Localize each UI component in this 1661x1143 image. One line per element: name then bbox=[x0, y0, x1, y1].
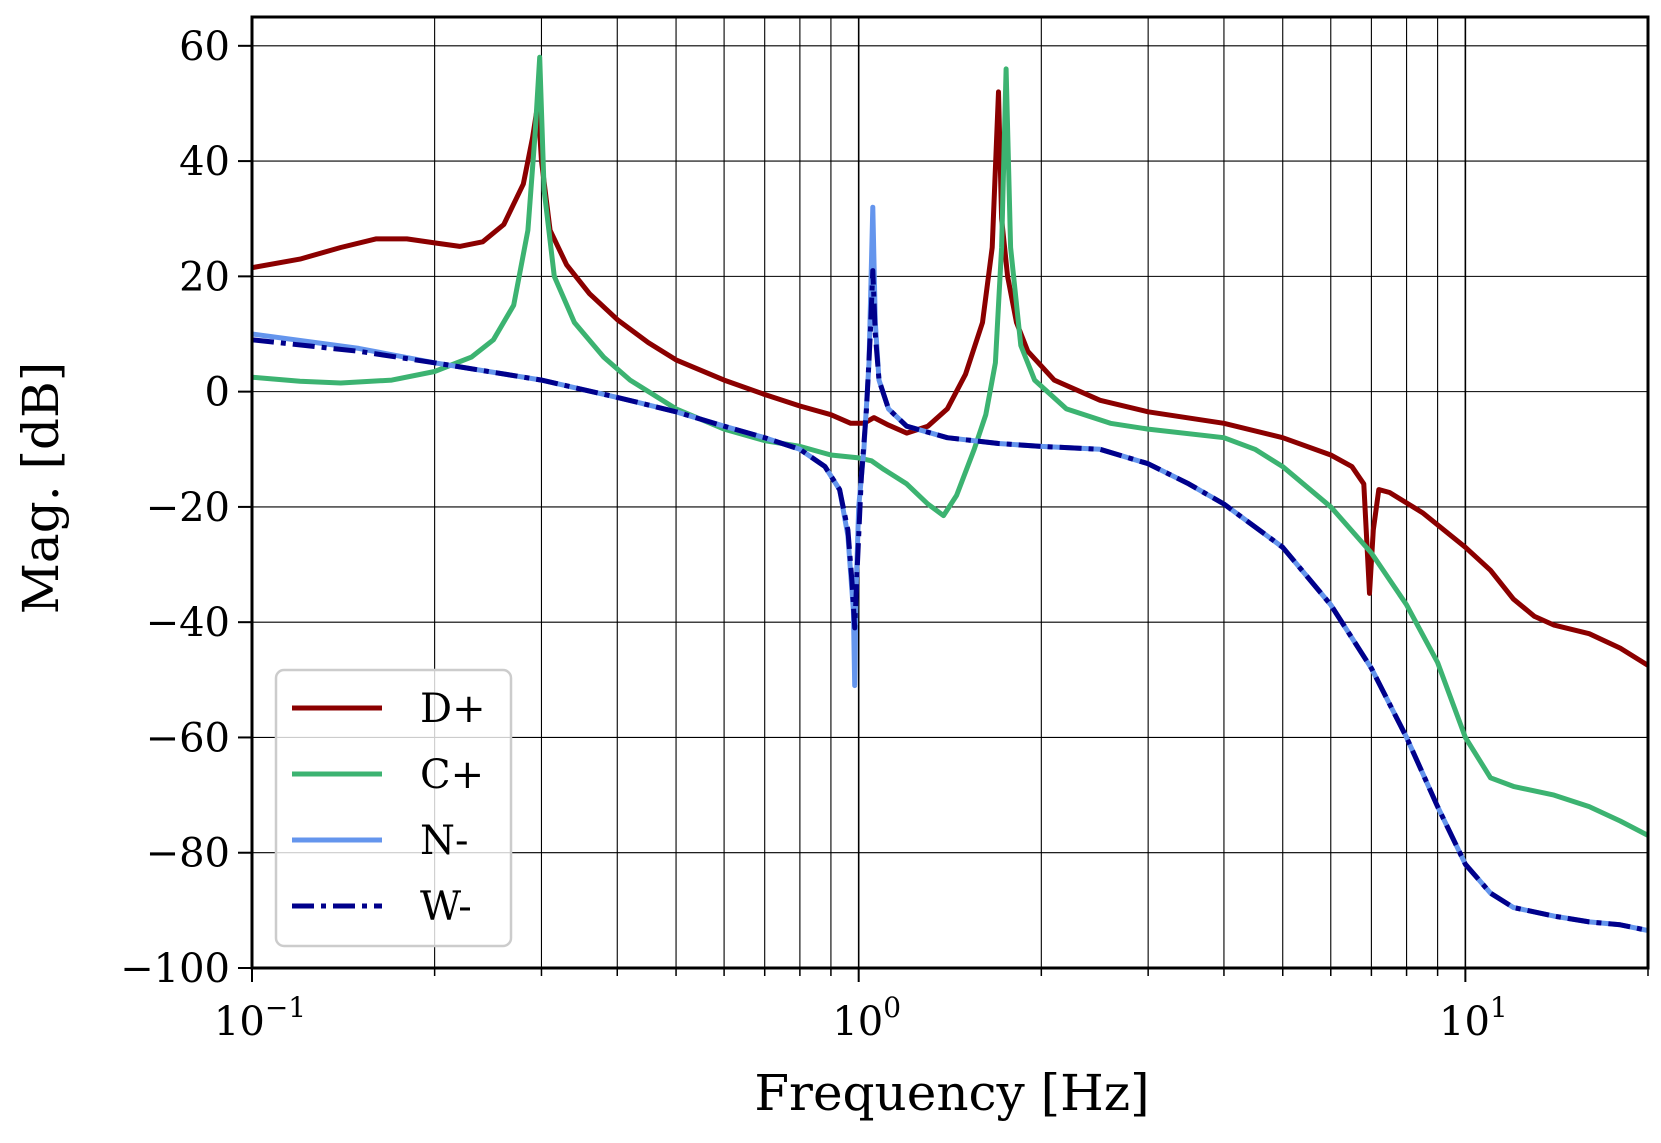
y-tick-label: −100 bbox=[120, 946, 230, 992]
legend-label: C+ bbox=[420, 752, 484, 798]
y-axis-label: Mag. [dB] bbox=[12, 362, 70, 615]
series-layer bbox=[252, 54, 1648, 933]
x-tick-label: 101 bbox=[1439, 991, 1508, 1045]
y-tick-label: −60 bbox=[146, 715, 230, 761]
series-line-c-plus bbox=[252, 54, 1648, 838]
y-tick-label: −20 bbox=[146, 485, 230, 531]
x-tick-label: 10−1 bbox=[214, 991, 306, 1045]
legend: D+ C+ N- W- bbox=[274, 668, 513, 948]
series-line-d-plus bbox=[252, 89, 1648, 668]
x-tick-label: 100 bbox=[832, 991, 901, 1045]
x-axis-label: Frequency [Hz] bbox=[754, 1064, 1149, 1122]
y-tick-label: 0 bbox=[205, 370, 230, 416]
series-line-w-minus bbox=[252, 268, 1648, 933]
legend-label: D+ bbox=[420, 686, 486, 732]
legend-box bbox=[274, 668, 513, 948]
legend-label: W- bbox=[420, 884, 472, 930]
plot-frame bbox=[250, 15, 1650, 970]
y-tick-label: 40 bbox=[179, 139, 230, 185]
y-tick-label: 20 bbox=[179, 254, 230, 300]
y-tick-label: 60 bbox=[179, 24, 230, 70]
y-tick-label: −40 bbox=[146, 600, 230, 646]
legend-label: N- bbox=[420, 818, 469, 864]
y-tick-label: −80 bbox=[146, 831, 230, 877]
